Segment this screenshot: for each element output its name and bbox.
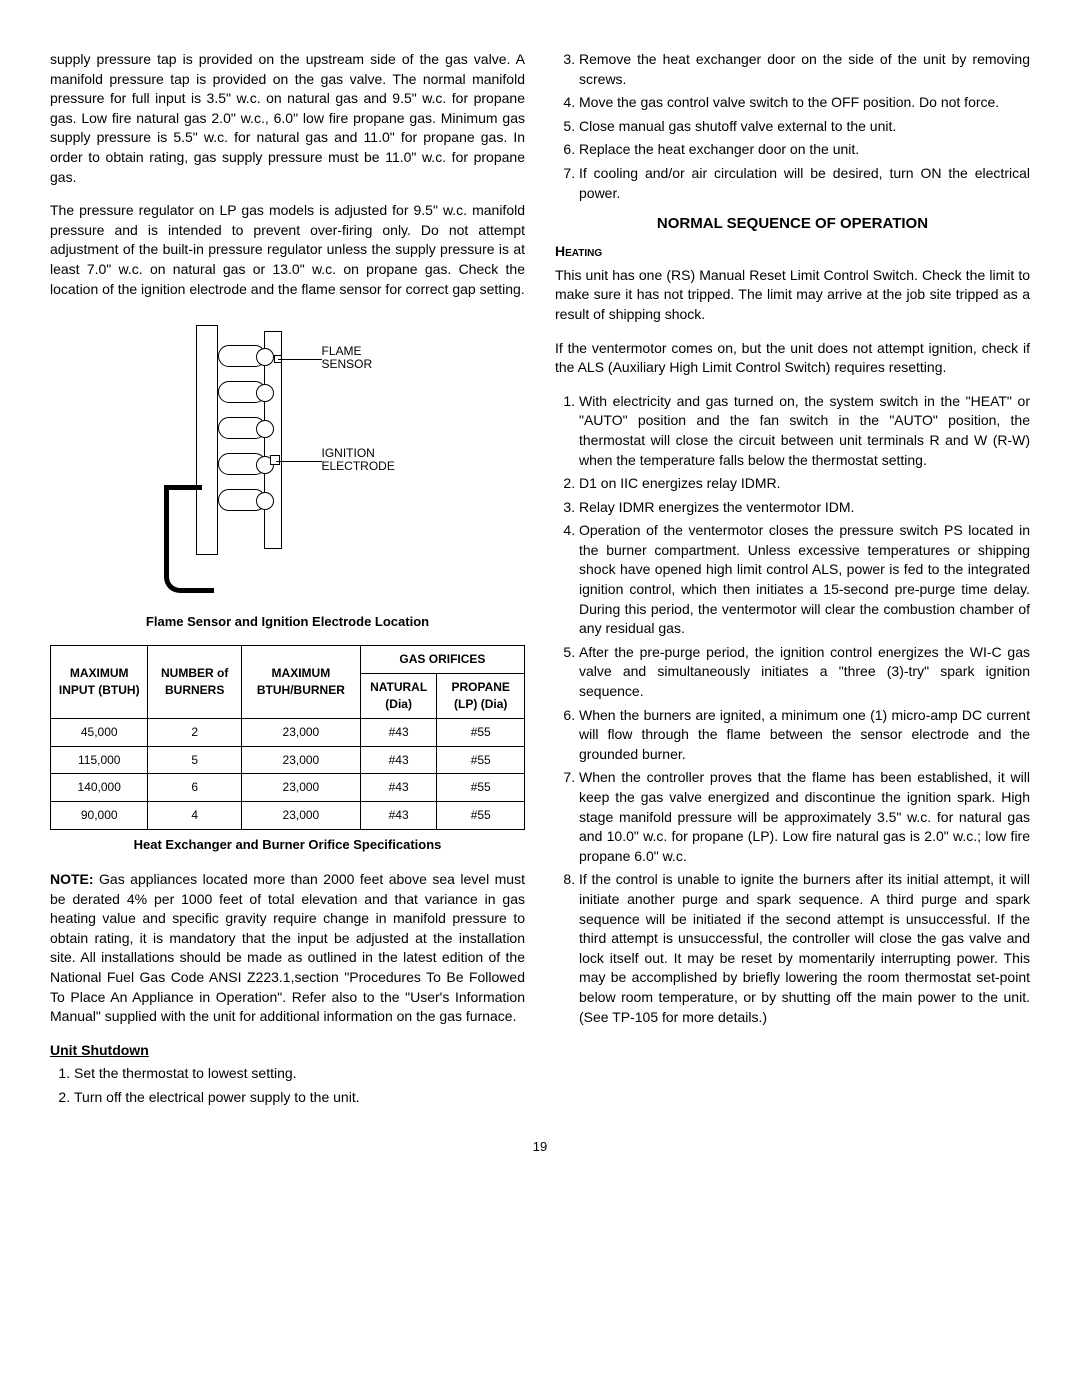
para-supply-pressure: supply pressure tap is provided on the u… bbox=[50, 50, 525, 187]
table-row: 90,000423,000#43#55 bbox=[51, 802, 525, 830]
note-text: Gas appliances located more than 2000 fe… bbox=[50, 871, 525, 1024]
th-propane: PROPANE (LP) (Dia) bbox=[437, 674, 525, 719]
ignition-electrode-label: IGNITION ELECTRODE bbox=[322, 447, 395, 473]
flame-sensor-label: FLAME SENSOR bbox=[322, 345, 373, 371]
table-cell: #43 bbox=[360, 802, 437, 830]
table-row: 45,000223,000#43#55 bbox=[51, 718, 525, 746]
table-cell: 5 bbox=[148, 746, 241, 774]
table-cell: 23,000 bbox=[241, 802, 360, 830]
note-paragraph: NOTE: Gas appliances located more than 2… bbox=[50, 870, 525, 1027]
table-cell: #43 bbox=[360, 746, 437, 774]
heating-subhead: Heating bbox=[555, 242, 1030, 262]
figure-caption: Flame Sensor and Ignition Electrode Loca… bbox=[50, 613, 525, 631]
table-row: 115,000523,000#43#55 bbox=[51, 746, 525, 774]
th-max-btuh: MAXIMUM BTUH/BURNER bbox=[241, 646, 360, 718]
unit-shutdown-heading: Unit Shutdown bbox=[50, 1041, 525, 1061]
table-caption: Heat Exchanger and Burner Orifice Specif… bbox=[50, 836, 525, 854]
list-item: Relay IDMR energizes the ventermotor IDM… bbox=[579, 498, 1030, 518]
table-cell: #55 bbox=[437, 802, 525, 830]
sequence-list: With electricity and gas turned on, the … bbox=[555, 392, 1030, 1027]
list-item: Operation of the ventermotor closes the … bbox=[579, 521, 1030, 639]
table-cell: #55 bbox=[437, 746, 525, 774]
list-item: D1 on IIC energizes relay IDMR. bbox=[579, 474, 1030, 494]
th-gas-orifices: GAS ORIFICES bbox=[360, 646, 524, 674]
para-regulator: The pressure regulator on LP gas models … bbox=[50, 201, 525, 299]
list-item: When the burners are ignited, a minimum … bbox=[579, 706, 1030, 765]
list-item: Move the gas control valve switch to the… bbox=[579, 93, 1030, 113]
table-cell: 4 bbox=[148, 802, 241, 830]
list-item: If the control is unable to ignite the b… bbox=[579, 870, 1030, 1027]
list-item: Close manual gas shutoff valve external … bbox=[579, 117, 1030, 137]
list-item: Turn off the electrical power supply to … bbox=[74, 1088, 525, 1108]
para-ventermotor: If the ventermotor comes on, but the uni… bbox=[555, 339, 1030, 378]
th-max-input: MAXIMUM INPUT (BTUH) bbox=[51, 646, 148, 718]
shutdown-list-cont: Remove the heat exchanger door on the si… bbox=[555, 50, 1030, 203]
orifice-table: MAXIMUM INPUT (BTUH) NUMBER of BURNERS M… bbox=[50, 645, 525, 830]
list-item: Set the thermostat to lowest setting. bbox=[74, 1064, 525, 1084]
list-item: Replace the heat exchanger door on the u… bbox=[579, 140, 1030, 160]
note-label: NOTE: bbox=[50, 871, 94, 887]
list-item: Remove the heat exchanger door on the si… bbox=[579, 50, 1030, 89]
list-item: After the pre-purge period, the ignition… bbox=[579, 643, 1030, 702]
table-cell: 115,000 bbox=[51, 746, 148, 774]
table-cell: 45,000 bbox=[51, 718, 148, 746]
right-column: Remove the heat exchanger door on the si… bbox=[555, 50, 1030, 1118]
table-cell: #55 bbox=[437, 718, 525, 746]
table-cell: #43 bbox=[360, 718, 437, 746]
section-title: NORMAL SEQUENCE OF OPERATION bbox=[555, 213, 1030, 234]
table-cell: 6 bbox=[148, 774, 241, 802]
table-cell: 90,000 bbox=[51, 802, 148, 830]
th-num-burners: NUMBER of BURNERS bbox=[148, 646, 241, 718]
table-cell: 140,000 bbox=[51, 774, 148, 802]
table-cell: 23,000 bbox=[241, 774, 360, 802]
burner-diagram: FLAME SENSOR IGNITION ELECTRODE bbox=[50, 315, 525, 605]
list-item: If cooling and/or air circulation will b… bbox=[579, 164, 1030, 203]
page-number: 19 bbox=[50, 1138, 1030, 1156]
left-column: supply pressure tap is provided on the u… bbox=[50, 50, 525, 1118]
table-cell: 23,000 bbox=[241, 718, 360, 746]
shutdown-list: Set the thermostat to lowest setting. Tur… bbox=[50, 1064, 525, 1107]
list-item: When the controller proves that the flam… bbox=[579, 768, 1030, 866]
table-cell: #43 bbox=[360, 774, 437, 802]
para-reset-limit: This unit has one (RS) Manual Reset Limi… bbox=[555, 266, 1030, 325]
th-natural: NATURAL (Dia) bbox=[360, 674, 437, 719]
table-row: 140,000623,000#43#55 bbox=[51, 774, 525, 802]
table-cell: #55 bbox=[437, 774, 525, 802]
table-cell: 2 bbox=[148, 718, 241, 746]
table-cell: 23,000 bbox=[241, 746, 360, 774]
list-item: With electricity and gas turned on, the … bbox=[579, 392, 1030, 470]
